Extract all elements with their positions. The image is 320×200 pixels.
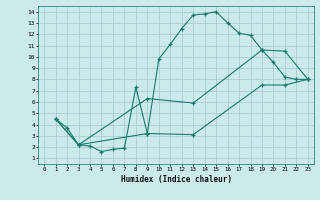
X-axis label: Humidex (Indice chaleur): Humidex (Indice chaleur) (121, 175, 231, 184)
